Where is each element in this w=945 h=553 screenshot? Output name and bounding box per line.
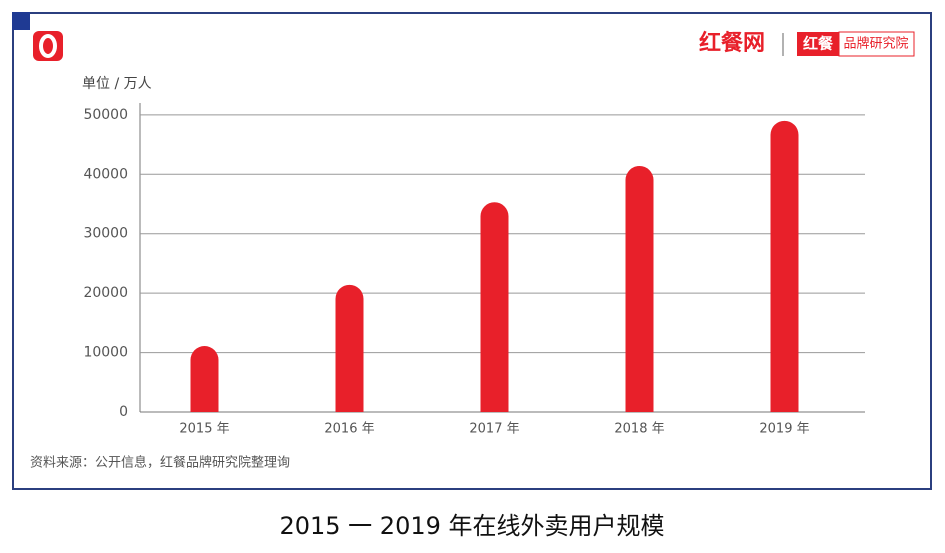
bar xyxy=(480,202,509,412)
y-tick-label: 20000 xyxy=(83,285,128,301)
x-tick-label: 2019 年 xyxy=(759,422,809,437)
bar xyxy=(770,120,799,412)
brand-institute: 品牌研究院 xyxy=(843,36,908,52)
corner-mark xyxy=(12,12,30,30)
x-tick-label: 2015 年 xyxy=(179,422,229,437)
y-tick-label: 40000 xyxy=(83,166,128,182)
brand-badge: 红餐 xyxy=(803,35,834,53)
bar xyxy=(625,165,654,412)
y-axis-label: 单位 / 万人 xyxy=(82,76,152,92)
x-tick-label: 2018 年 xyxy=(614,422,664,437)
badge-bg xyxy=(797,32,839,56)
chart-title: 2015 一 2019 年在线外卖用户规模 xyxy=(279,512,664,540)
logo-icon xyxy=(33,31,63,61)
y-tick-label: 10000 xyxy=(83,345,128,361)
source: 资料来源：公开信息，红餐品牌研究院整理询 xyxy=(30,455,290,471)
y-tick-label: 50000 xyxy=(83,107,128,123)
x-tick-label: 2016 年 xyxy=(324,422,374,437)
brand-site: 红餐网 xyxy=(699,30,765,56)
institute-bg xyxy=(838,31,915,57)
bar xyxy=(335,284,364,412)
y-tick-label: 30000 xyxy=(83,226,128,242)
x-tick-label: 2017 年 xyxy=(469,422,519,437)
bar xyxy=(190,346,219,412)
y-tick-label: 0 xyxy=(119,404,128,420)
